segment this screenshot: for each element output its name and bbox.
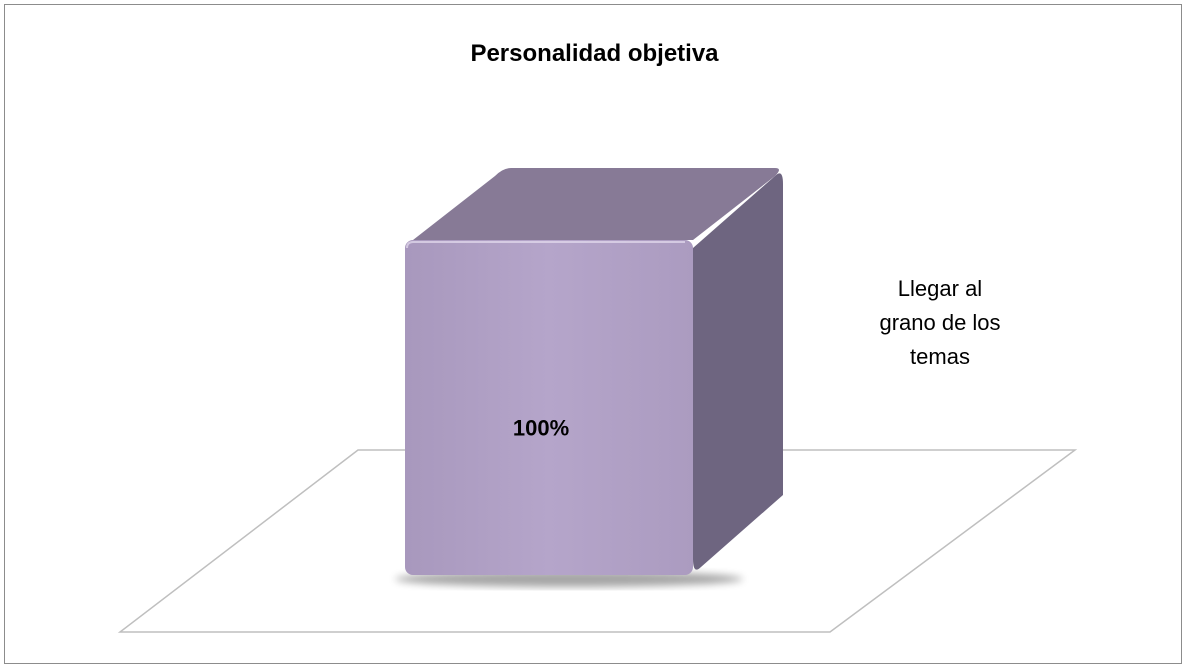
bar-front-face: [405, 240, 693, 575]
bar-top-face: [413, 168, 779, 240]
bar-highlight: [406, 241, 685, 249]
legend-entry-label: Llegar al grano de los temas: [879, 276, 1001, 369]
bar-data-label: 100%: [513, 416, 569, 441]
bar-side-face: [693, 173, 783, 570]
chart-title: Personalidad objetiva: [470, 40, 719, 67]
